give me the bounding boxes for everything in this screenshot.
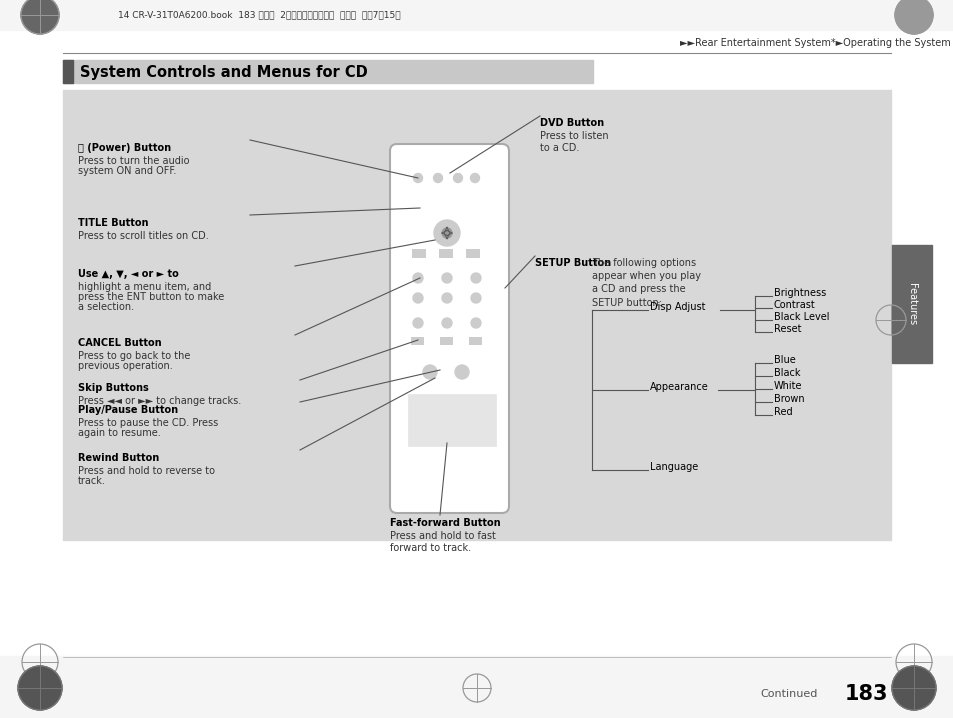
Circle shape bbox=[471, 293, 480, 303]
Bar bbox=[63, 60, 593, 83]
Circle shape bbox=[891, 666, 935, 710]
Bar bbox=[412, 249, 426, 258]
Text: Press to listen
to a CD.: Press to listen to a CD. bbox=[539, 131, 608, 153]
Text: Press to go back to the: Press to go back to the bbox=[78, 351, 191, 361]
Circle shape bbox=[441, 318, 452, 328]
Text: Disp Adjust: Disp Adjust bbox=[649, 302, 705, 312]
Text: TITLE Button: TITLE Button bbox=[78, 218, 149, 228]
Text: DVD Button: DVD Button bbox=[539, 118, 603, 128]
Text: The following options
appear when you play
a CD and press the
SETUP button:: The following options appear when you pl… bbox=[592, 258, 700, 307]
Text: Skip Buttons: Skip Buttons bbox=[78, 383, 149, 393]
Circle shape bbox=[21, 0, 59, 34]
Circle shape bbox=[471, 273, 480, 283]
Circle shape bbox=[18, 666, 62, 710]
Text: SETUP Button: SETUP Button bbox=[535, 258, 611, 268]
Text: Reset: Reset bbox=[773, 324, 801, 334]
Circle shape bbox=[455, 365, 469, 379]
Text: Brightness: Brightness bbox=[773, 288, 825, 298]
Text: Fast-forward Button: Fast-forward Button bbox=[390, 518, 500, 528]
Circle shape bbox=[422, 365, 436, 379]
Text: Play/Pause Button: Play/Pause Button bbox=[78, 405, 178, 415]
Bar bbox=[891, 245, 931, 363]
Text: 14 CR-V-31T0A6200.book  183 ページ  2０１４年２月１０日  月曜日  午後7時15分: 14 CR-V-31T0A6200.book 183 ページ 2０１４年２月１０… bbox=[118, 11, 400, 19]
Bar bbox=[439, 337, 453, 345]
Circle shape bbox=[413, 293, 422, 303]
Text: White: White bbox=[773, 381, 801, 391]
Text: again to resume.: again to resume. bbox=[78, 428, 161, 438]
Bar bbox=[0, 656, 953, 718]
Text: Press ◄◄ or ►► to change tracks.: Press ◄◄ or ►► to change tracks. bbox=[78, 396, 241, 406]
Bar bbox=[63, 90, 890, 540]
Circle shape bbox=[441, 273, 452, 283]
Circle shape bbox=[413, 273, 422, 283]
Text: Use ▲, ▼, ◄ or ► to: Use ▲, ▼, ◄ or ► to bbox=[78, 269, 178, 279]
Text: Brown: Brown bbox=[773, 394, 803, 404]
Circle shape bbox=[471, 318, 480, 328]
Bar bbox=[408, 394, 496, 446]
Bar bbox=[411, 337, 423, 345]
Circle shape bbox=[470, 174, 479, 182]
FancyBboxPatch shape bbox=[390, 144, 509, 513]
Text: Press and hold to fast
forward to track.: Press and hold to fast forward to track. bbox=[390, 531, 496, 553]
Text: a selection.: a selection. bbox=[78, 302, 134, 312]
Text: Press to scroll titles on CD.: Press to scroll titles on CD. bbox=[78, 231, 209, 241]
Text: Press to pause the CD. Press: Press to pause the CD. Press bbox=[78, 418, 218, 428]
Circle shape bbox=[894, 0, 932, 34]
Bar bbox=[438, 249, 453, 258]
Text: Continued: Continued bbox=[760, 689, 817, 699]
Circle shape bbox=[441, 293, 452, 303]
Text: Press to turn the audio: Press to turn the audio bbox=[78, 156, 190, 166]
Text: track.: track. bbox=[78, 476, 106, 486]
Text: 183: 183 bbox=[844, 684, 887, 704]
Text: ►►Rear Entertainment System*►Operating the System: ►►Rear Entertainment System*►Operating t… bbox=[679, 38, 950, 48]
Text: Black Level: Black Level bbox=[773, 312, 828, 322]
Text: Features: Features bbox=[906, 283, 916, 325]
Text: Rewind Button: Rewind Button bbox=[78, 453, 159, 463]
Circle shape bbox=[413, 174, 422, 182]
Text: system ON and OFF.: system ON and OFF. bbox=[78, 166, 176, 176]
Text: highlight a menu item, and: highlight a menu item, and bbox=[78, 282, 211, 292]
Text: Press and hold to reverse to: Press and hold to reverse to bbox=[78, 466, 214, 476]
Text: Appearance: Appearance bbox=[649, 382, 708, 392]
Circle shape bbox=[441, 228, 452, 238]
Text: previous operation.: previous operation. bbox=[78, 361, 172, 371]
Text: Contrast: Contrast bbox=[773, 300, 815, 310]
Bar bbox=[465, 249, 479, 258]
Text: Language: Language bbox=[649, 462, 698, 472]
Text: System Controls and Menus for CD: System Controls and Menus for CD bbox=[80, 65, 367, 80]
Text: Black: Black bbox=[773, 368, 800, 378]
Circle shape bbox=[453, 174, 462, 182]
Text: Red: Red bbox=[773, 407, 792, 417]
Text: CANCEL Button: CANCEL Button bbox=[78, 338, 161, 348]
Bar bbox=[469, 337, 481, 345]
Text: Blue: Blue bbox=[773, 355, 795, 365]
Text: press the ENT button to make: press the ENT button to make bbox=[78, 292, 224, 302]
Circle shape bbox=[434, 220, 459, 246]
Circle shape bbox=[413, 318, 422, 328]
Text: ⓞ (Power) Button: ⓞ (Power) Button bbox=[78, 143, 171, 153]
Bar bbox=[63, 60, 73, 83]
Circle shape bbox=[433, 174, 442, 182]
Bar bbox=[0, 0, 953, 30]
